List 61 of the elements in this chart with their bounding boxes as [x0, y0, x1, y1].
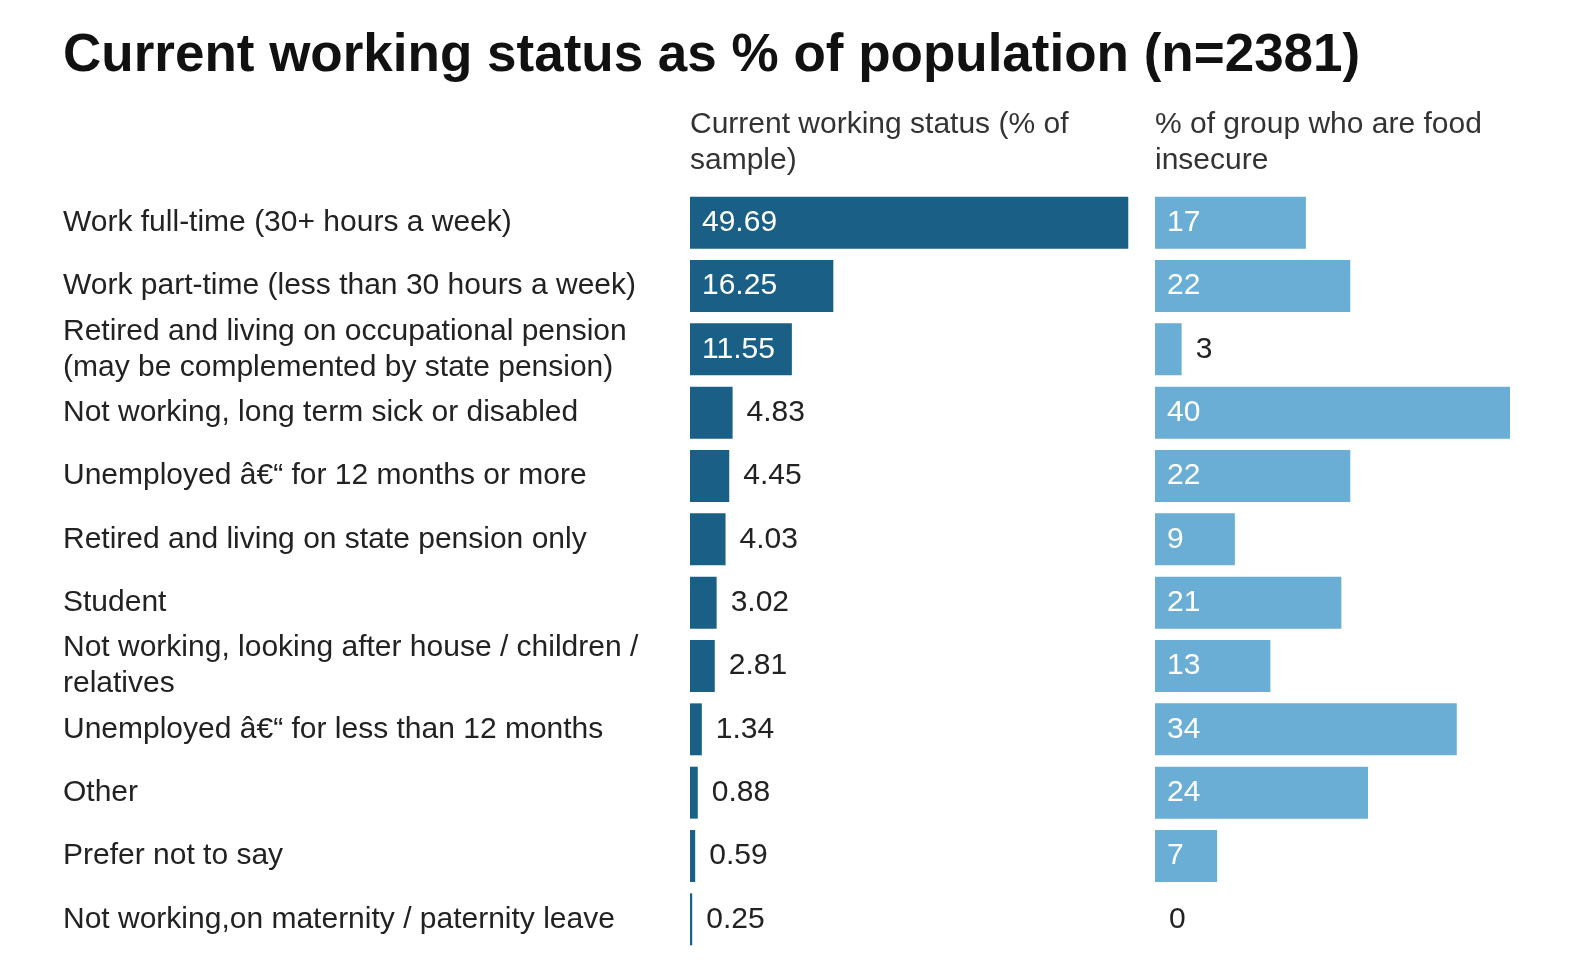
y-tick-label: Unemployed â€“ for 12 months or more: [63, 457, 587, 491]
data-label: 1.34: [715, 710, 775, 744]
data-label: 34: [1167, 710, 1201, 744]
y-tick-label: Work full-time (30+ hours a week): [63, 203, 512, 237]
chart-subtitle: Current working status (% of sample): [690, 105, 1070, 177]
y-tick-label: Retired and living on state pension only: [63, 520, 587, 554]
data-label: 3.02: [730, 583, 790, 617]
y-tick-label: Retired and living on occupational pension (may be complemented by state pension): [63, 312, 627, 382]
data-label: 0.88: [711, 773, 771, 807]
bar: [690, 703, 702, 756]
data-label: 4.03: [739, 520, 798, 554]
bar: [690, 196, 1129, 249]
bar: [690, 640, 715, 692]
data-label: 4.45: [743, 457, 802, 491]
bar: [1155, 386, 1510, 439]
bar: [690, 830, 696, 882]
data-label: 11.55: [702, 330, 775, 364]
bar: [1155, 196, 1306, 249]
data-label: 9: [1167, 520, 1184, 554]
data-label: 13: [1167, 647, 1201, 681]
bar: [1155, 323, 1182, 376]
bar: [1155, 703, 1457, 756]
y-tick-label: Work part-time (less than 30 hours a week): [63, 267, 637, 301]
bar: [690, 766, 698, 819]
data-label: 0.25: [706, 900, 765, 934]
bar: [1155, 450, 1351, 502]
bar: [690, 386, 733, 439]
bar: [690, 450, 730, 502]
y-tick-label: Not working, looking after house / children / relatives: [63, 629, 639, 699]
bar: [1155, 830, 1218, 882]
bar: [1155, 513, 1235, 566]
bar: [1155, 260, 1351, 312]
data-label: 7: [1167, 837, 1184, 871]
data-label: 0: [1169, 900, 1186, 934]
y-tick-label: Unemployed â€“ for less than 12 months: [63, 710, 604, 744]
data-label: 49.69: [702, 203, 778, 237]
chart-title: Current working status as % of population (n=2381): [63, 22, 1361, 83]
y-tick-label: Student: [63, 583, 168, 617]
bar: [1155, 640, 1271, 692]
data-label: 2.81: [728, 647, 788, 681]
chart-subtitle: % of group who are food insecure: [1155, 105, 1483, 177]
y-tick-label: Not working, long term sick or disabled: [63, 393, 579, 427]
data-label: 22: [1167, 457, 1201, 491]
data-label: 4.83: [746, 393, 805, 427]
bar: [1155, 766, 1368, 819]
y-tick-label: Not working,on maternity / paternity leave: [63, 900, 615, 934]
y-tick-label: Prefer not to say: [63, 837, 284, 871]
bar: [1155, 576, 1342, 629]
bar: [690, 513, 726, 566]
data-label: 3: [1195, 330, 1213, 364]
data-label: 40: [1167, 393, 1201, 427]
data-label: 22: [1167, 267, 1201, 301]
bar: [690, 260, 834, 312]
data-label: 21: [1167, 583, 1201, 617]
bar: [690, 576, 717, 629]
data-label: 17: [1167, 203, 1201, 237]
data-label: 0.59: [709, 837, 768, 871]
y-tick-label: Other: [63, 773, 139, 807]
data-label: 24: [1167, 773, 1201, 807]
bar: [690, 893, 693, 946]
data-label: 16.25: [702, 267, 778, 301]
